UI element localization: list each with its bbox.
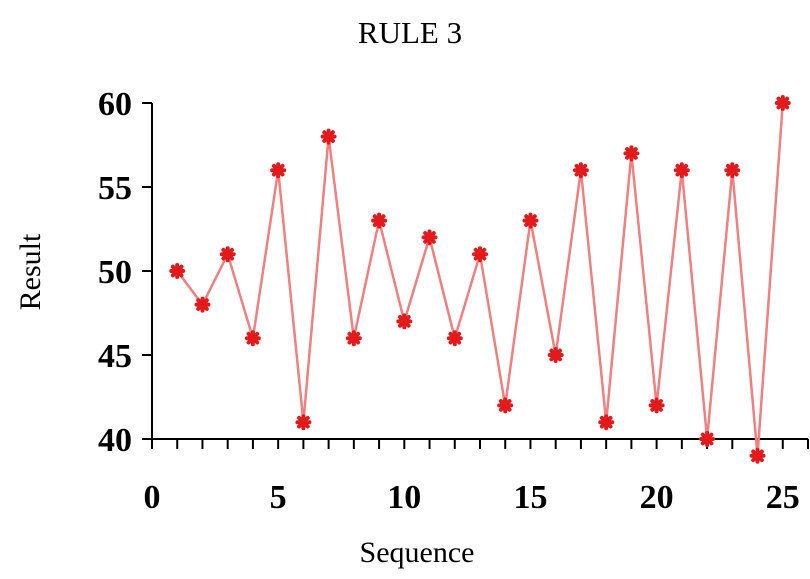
data-point bbox=[396, 313, 413, 330]
x-tick-label: 0 bbox=[144, 479, 161, 516]
y-axis-title: Result bbox=[14, 233, 47, 310]
data-point bbox=[673, 162, 690, 179]
series-line bbox=[176, 102, 785, 456]
axes: 40 45 50 55 60 0 5 10 15 20 25 bbox=[98, 86, 809, 516]
data-point bbox=[169, 263, 186, 279]
data-point bbox=[320, 128, 337, 145]
data-point bbox=[522, 212, 539, 229]
data-point bbox=[295, 414, 312, 431]
data-point bbox=[371, 212, 388, 229]
data-point bbox=[648, 397, 665, 414]
y-tick-label: 50 bbox=[98, 254, 132, 291]
data-point bbox=[497, 397, 514, 414]
data-point bbox=[219, 246, 236, 263]
y-tick-label: 40 bbox=[98, 422, 132, 459]
data-point bbox=[244, 330, 261, 347]
data-point bbox=[446, 330, 463, 347]
data-point bbox=[774, 95, 791, 111]
y-tick-label: 45 bbox=[98, 338, 132, 375]
data-point bbox=[345, 330, 362, 347]
y-tick-label: 60 bbox=[98, 86, 132, 123]
data-point bbox=[270, 162, 287, 179]
chart-title: RULE 3 bbox=[358, 15, 462, 50]
data-point bbox=[598, 414, 615, 431]
y-tick-label: 55 bbox=[98, 170, 132, 207]
data-point bbox=[699, 431, 716, 447]
x-tick-label: 15 bbox=[513, 479, 547, 516]
x-tick-label: 25 bbox=[766, 479, 800, 516]
data-point bbox=[421, 229, 438, 246]
data-point bbox=[547, 347, 564, 363]
data-point bbox=[472, 246, 488, 263]
x-tick-label: 5 bbox=[270, 479, 287, 516]
data-point bbox=[724, 162, 741, 179]
data-point bbox=[623, 145, 640, 162]
data-point bbox=[572, 162, 589, 179]
x-tick-label: 20 bbox=[640, 479, 674, 516]
data-point bbox=[749, 447, 766, 464]
data-point bbox=[194, 296, 211, 313]
x-tick-label: 10 bbox=[387, 479, 421, 516]
x-axis-title: Sequence bbox=[360, 536, 475, 569]
series-group bbox=[169, 95, 791, 464]
